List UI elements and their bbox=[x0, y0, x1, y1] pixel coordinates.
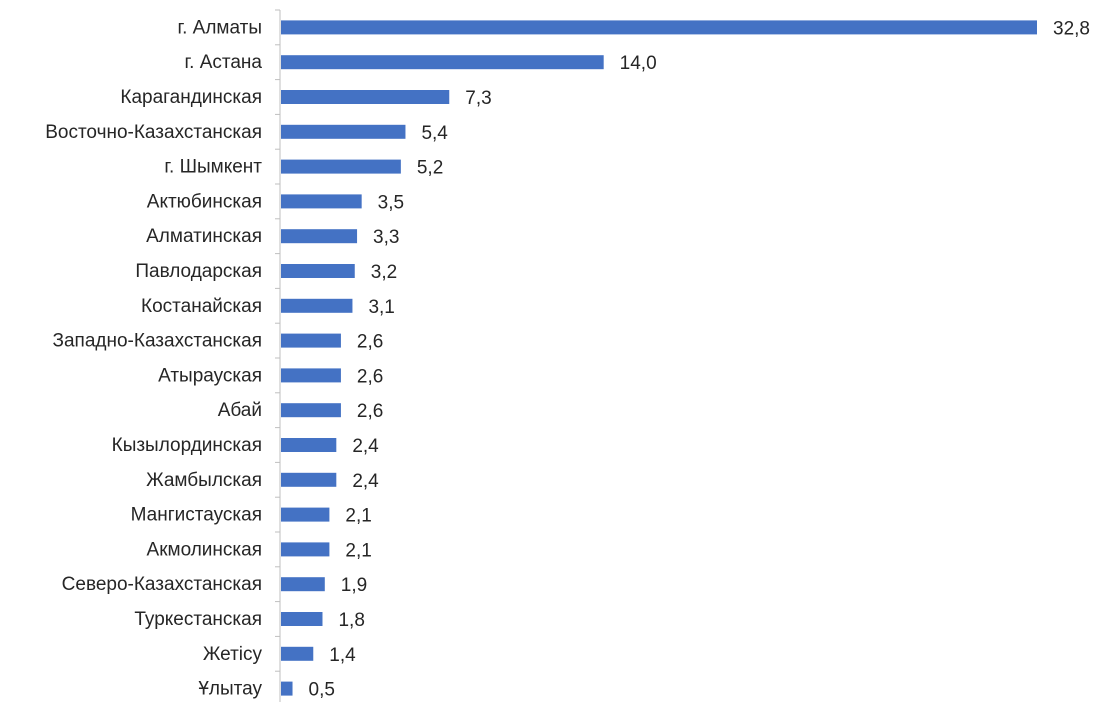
category-label: Акмолинская bbox=[147, 539, 262, 560]
value-labels: 32,8 14,0 7,3 5,4 5,2 3,5 3,3 3,2 3,1 2,6 2,6 2,6 2,… bbox=[309, 18, 1090, 700]
category-label: г. Астана bbox=[185, 52, 263, 73]
value-label: 0,5 bbox=[309, 680, 335, 701]
value-label: 1,9 bbox=[341, 575, 367, 596]
bar bbox=[281, 333, 341, 348]
bar bbox=[281, 229, 358, 244]
category-label: Атырауская bbox=[158, 365, 262, 386]
category-label: г. Алматы bbox=[178, 17, 263, 38]
value-label: 1,8 bbox=[338, 610, 364, 631]
value-label: 3,3 bbox=[373, 227, 399, 248]
value-label: 14,0 bbox=[620, 53, 657, 74]
bar bbox=[281, 542, 330, 557]
value-label: 3,2 bbox=[371, 262, 397, 283]
value-label: 2,4 bbox=[352, 471, 379, 492]
value-label: 32,8 bbox=[1053, 18, 1090, 39]
bar bbox=[281, 194, 362, 209]
bar bbox=[281, 159, 401, 174]
bar bbox=[281, 20, 1037, 35]
bar bbox=[281, 90, 450, 104]
bar bbox=[281, 403, 341, 418]
category-label: Мангистауская bbox=[131, 505, 262, 526]
value-label: 3,5 bbox=[378, 192, 404, 213]
category-label: Кызылординская bbox=[112, 435, 262, 456]
value-label: 2,6 bbox=[357, 332, 383, 353]
value-label: 2,1 bbox=[345, 506, 371, 527]
value-label: 2,6 bbox=[357, 366, 383, 387]
bar bbox=[281, 646, 314, 661]
category-label: Павлодарская bbox=[135, 261, 262, 282]
category-label: Костанайская bbox=[141, 296, 262, 317]
category-label: Жетісу bbox=[203, 644, 263, 665]
value-label: 3,1 bbox=[368, 297, 394, 318]
value-label: 2,4 bbox=[352, 436, 379, 457]
value-label: 5,4 bbox=[421, 123, 448, 144]
bars bbox=[281, 20, 1037, 696]
category-label: Ұлытау bbox=[198, 679, 262, 700]
category-label: Восточно-Казахстанская bbox=[45, 122, 262, 143]
category-label: Северо-Казахстанская bbox=[62, 574, 262, 595]
value-label: 5,2 bbox=[417, 158, 443, 179]
bar bbox=[281, 507, 330, 522]
category-label: г. Шымкент bbox=[164, 157, 262, 178]
bar bbox=[281, 577, 325, 592]
category-label: Жамбылская bbox=[146, 470, 262, 491]
category-label: Карагандинская bbox=[120, 87, 262, 108]
bar bbox=[281, 438, 337, 452]
value-label: 1,4 bbox=[329, 645, 356, 666]
bar bbox=[281, 368, 341, 383]
category-label: Алматинская bbox=[146, 226, 262, 247]
category-label: Абай bbox=[218, 400, 262, 421]
bar bbox=[281, 472, 337, 487]
bar bbox=[281, 55, 604, 70]
category-label: Актюбинская bbox=[147, 191, 262, 212]
value-label: 2,1 bbox=[345, 540, 371, 561]
value-label: 7,3 bbox=[465, 88, 491, 109]
category-labels: г. Алматы г. Астана Карагандинская Восточно… bbox=[45, 17, 262, 699]
bar bbox=[281, 264, 355, 278]
bar bbox=[281, 612, 323, 626]
category-axis bbox=[275, 9, 281, 702]
bar bbox=[281, 298, 353, 313]
bar bbox=[281, 681, 293, 696]
value-label: 2,6 bbox=[357, 401, 383, 422]
bar bbox=[281, 124, 406, 139]
category-label: Западно-Казахстанская bbox=[53, 331, 263, 352]
category-label: Туркестанская bbox=[134, 609, 262, 630]
